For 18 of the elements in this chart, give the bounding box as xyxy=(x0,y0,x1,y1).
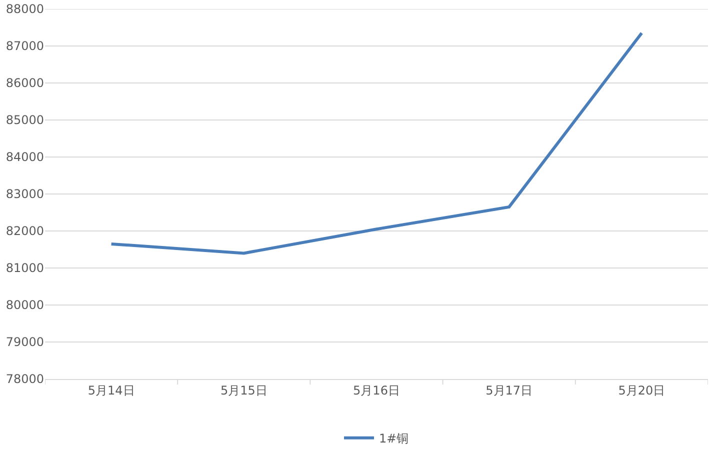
x-tick-label: 5月14日 xyxy=(88,383,135,398)
y-tick-label: 80000 xyxy=(6,298,44,312)
y-tick-label: 87000 xyxy=(6,39,44,54)
x-tick-label: 5月17日 xyxy=(486,383,533,398)
y-tick-label: 79000 xyxy=(6,335,44,350)
y-tick-label: 85000 xyxy=(6,113,44,128)
line-series xyxy=(110,32,644,255)
x-tick-label: 5月20日 xyxy=(618,383,666,398)
y-tick-label: 83000 xyxy=(6,187,44,202)
x-tick-label: 5月16日 xyxy=(353,383,400,398)
y-tick-label: 78000 xyxy=(6,372,44,386)
y-tick-label: 86000 xyxy=(6,76,44,90)
y-tick-label: 88000 xyxy=(6,2,44,16)
x-tick-label: 5月15日 xyxy=(220,383,268,398)
y-tick-label: 81000 xyxy=(6,261,44,276)
y-tick-label: 84000 xyxy=(6,150,44,164)
legend-label: 1#铜 xyxy=(379,432,409,446)
y-tick-label: 82000 xyxy=(6,224,44,238)
